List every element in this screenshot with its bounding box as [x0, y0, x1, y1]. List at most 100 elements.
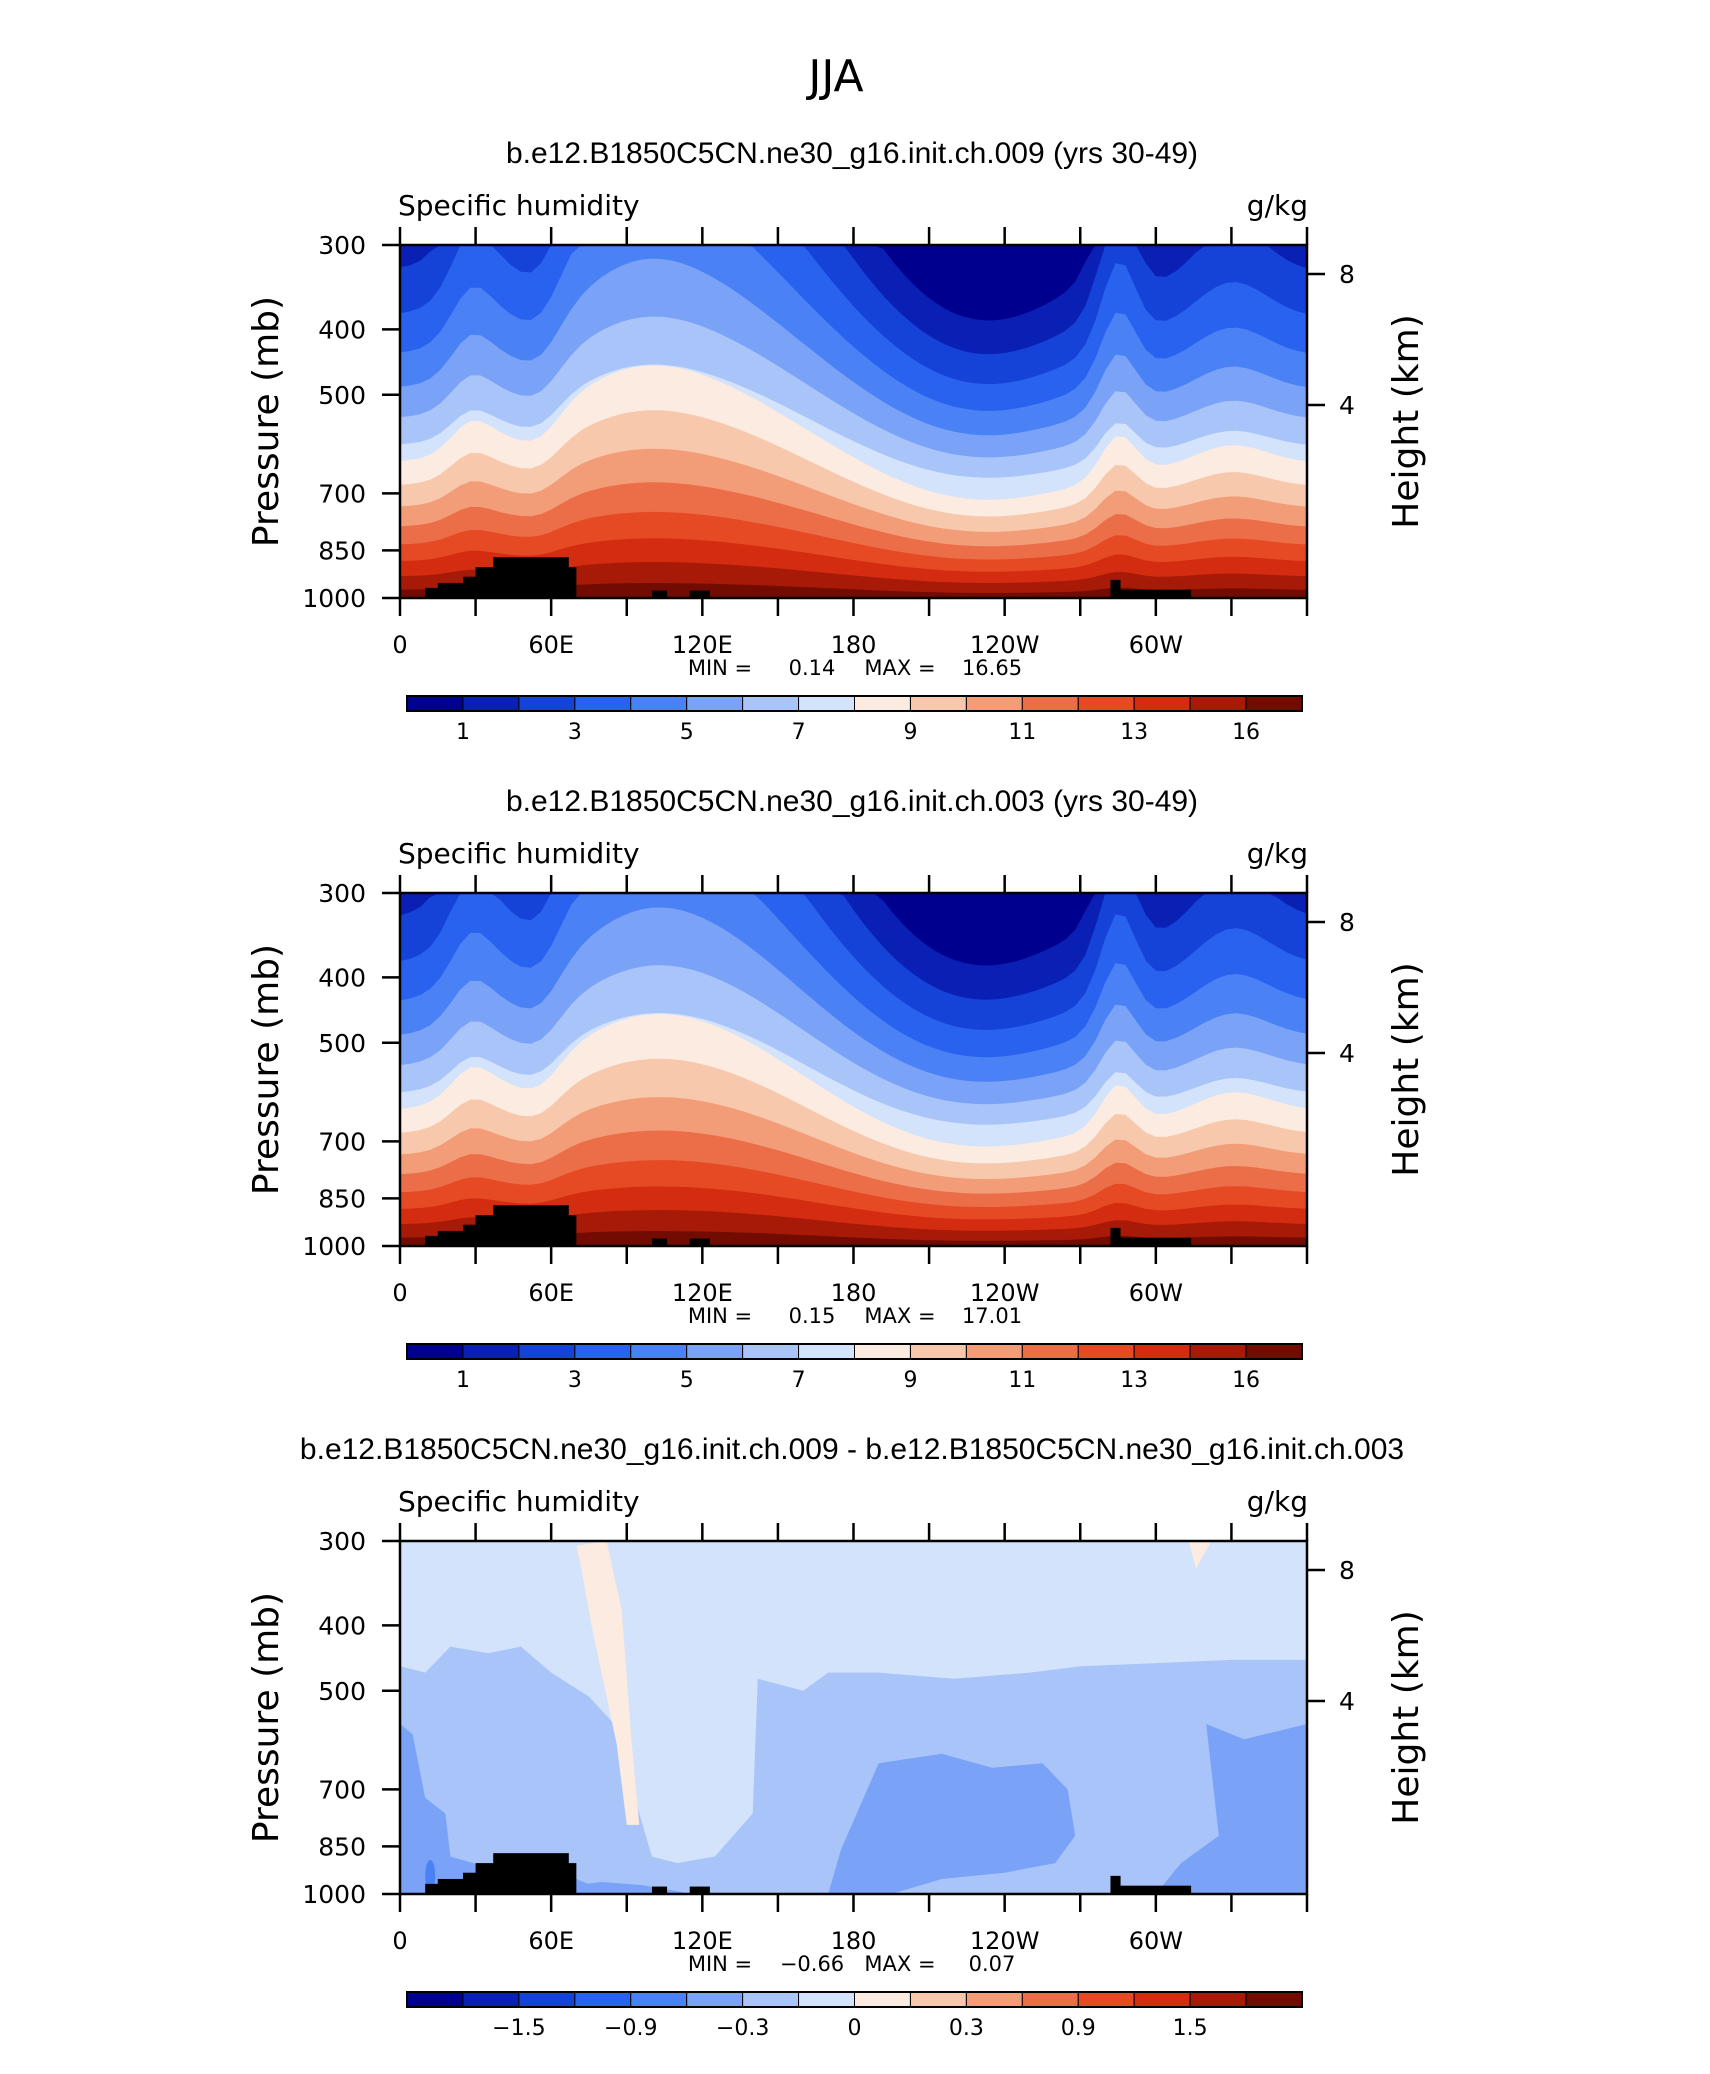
colorbar-swatch	[1245, 1343, 1303, 1360]
colorbar-label: 1	[456, 720, 470, 745]
colorbar-swatch	[406, 1343, 464, 1360]
min-value: 0.15	[789, 1304, 836, 1328]
topography-mask	[1115, 1885, 1192, 1894]
colorbar-swatch	[574, 1343, 632, 1360]
contour-band	[400, 1646, 1307, 1894]
colorbar-label: 9	[903, 720, 917, 745]
colorbar-label: 0.9	[1061, 2016, 1096, 2041]
contour-band	[576, 1541, 640, 1825]
colorbar-label: 3	[568, 720, 582, 745]
colorbar-swatch	[1021, 695, 1079, 712]
colorbar-swatch	[1077, 695, 1135, 712]
panel-1: b.e12.B1850C5CN.ne30_g16.init.ch.009 (yr…	[246, 137, 1427, 745]
colorbar-swatch	[406, 695, 464, 712]
x-tick-label: 120W	[970, 1927, 1040, 1955]
y-tick-label: 850	[318, 536, 366, 565]
colorbar-label: 13	[1120, 1368, 1148, 1393]
colorbar-swatch	[965, 695, 1023, 712]
variable-label: Specific humidity	[398, 1485, 640, 1518]
colorbar-label: 5	[680, 1368, 694, 1393]
y2-tick-label: 8	[1339, 260, 1355, 289]
x-tick-label: 0	[392, 631, 407, 659]
y2-tick-label: 4	[1339, 1687, 1355, 1716]
colorbar-swatch	[1133, 695, 1191, 712]
y-axis-label: Pressure (mb)	[246, 296, 287, 547]
contour-band	[828, 1753, 1076, 1894]
max-label: MAX =	[864, 1952, 935, 1976]
y-axis-label: Pressure (mb)	[246, 944, 287, 1195]
y-tick-label: 500	[318, 1029, 366, 1058]
y-tick-label: 300	[318, 879, 366, 908]
y-tick-label: 850	[318, 1184, 366, 1213]
colorbar-swatch	[1077, 1991, 1135, 2008]
min-label: MIN =	[688, 1952, 752, 1976]
panel-3: b.e12.B1850C5CN.ne30_g16.init.ch.009 - b…	[246, 1433, 1427, 2041]
max-label: MAX =	[864, 1304, 935, 1328]
topography-mask	[508, 1216, 539, 1246]
y-tick-label: 400	[318, 315, 366, 344]
topography-mask	[1110, 579, 1121, 598]
contour-plot	[400, 245, 1307, 598]
y2-tick-label: 8	[1339, 908, 1355, 937]
min-label: MIN =	[688, 1304, 752, 1328]
colorbar-swatch	[686, 1991, 744, 2008]
colorbar-swatch	[630, 695, 688, 712]
variable-label: Specific humidity	[398, 837, 640, 870]
max-label: MAX =	[864, 656, 935, 680]
colorbar-frame	[406, 1991, 1303, 2008]
y-tick-label: 500	[318, 1677, 366, 1706]
max-value: 17.01	[962, 1304, 1022, 1328]
colorbar-swatch	[798, 1991, 855, 2008]
colorbar-label: 0.3	[949, 2016, 984, 2041]
colorbar-swatch	[462, 695, 520, 712]
colorbar-swatch	[965, 1991, 1023, 2008]
colorbar-swatch	[686, 1343, 744, 1360]
units-label: g/kg	[1247, 189, 1308, 222]
variable-label: Specific humidity	[398, 189, 640, 222]
colorbar-swatch	[1189, 695, 1247, 712]
colorbar-label: 9	[903, 1368, 917, 1393]
colorbar-swatch	[406, 1991, 464, 2008]
colorbar-swatch	[798, 1343, 855, 1360]
topography-mask	[689, 1238, 710, 1246]
colorbar-label: 1	[456, 1368, 470, 1393]
x-tick-label: 60W	[1129, 631, 1183, 659]
x-tick-label: 180	[831, 1927, 877, 1955]
colorbar-swatch	[742, 1991, 800, 2008]
colorbar-label: 5	[680, 720, 694, 745]
units-label: g/kg	[1247, 837, 1308, 870]
y-tick-label: 1000	[302, 1232, 366, 1261]
units-label: g/kg	[1247, 1485, 1308, 1518]
panel-title: b.e12.B1850C5CN.ne30_g16.init.ch.009 (yr…	[506, 137, 1198, 170]
colorbar-swatch	[518, 1343, 576, 1360]
x-tick-label: 180	[831, 1279, 877, 1307]
colorbar-label: 1.5	[1173, 2016, 1208, 2041]
contour-plot	[400, 1541, 1307, 1894]
y-axis-label: Pressure (mb)	[246, 1592, 287, 1843]
colorbar-frame	[406, 1343, 1303, 1360]
topography-mask	[1110, 1875, 1121, 1894]
colorbar-label: 11	[1008, 720, 1036, 745]
colorbar-swatch	[854, 1991, 911, 2008]
colorbar-swatch	[854, 695, 911, 712]
colorbar-label: 11	[1008, 1368, 1036, 1393]
y-tick-label: 700	[318, 1127, 366, 1156]
max-value: 16.65	[962, 656, 1022, 680]
x-tick-label: 60W	[1129, 1927, 1183, 1955]
colorbar-swatch	[1021, 1343, 1079, 1360]
contour-plot	[400, 893, 1307, 1246]
colorbar-swatch	[1133, 1343, 1191, 1360]
y-tick-label: 1000	[302, 584, 366, 613]
colorbar-swatch	[518, 695, 576, 712]
colorbar-swatch	[1189, 1343, 1247, 1360]
colorbar-swatch	[909, 695, 967, 712]
colorbar-swatch	[1245, 695, 1303, 712]
colorbar-label: 3	[568, 1368, 582, 1393]
colorbar-label: 16	[1232, 720, 1260, 745]
colorbar-swatch	[909, 1343, 967, 1360]
colorbar-swatch	[518, 1991, 576, 2008]
colorbar-swatch	[1245, 1991, 1303, 2008]
y2-axis-label: Height (km)	[1386, 314, 1427, 528]
colorbar-swatch	[909, 1991, 967, 2008]
y2-tick-label: 4	[1339, 1039, 1355, 1068]
